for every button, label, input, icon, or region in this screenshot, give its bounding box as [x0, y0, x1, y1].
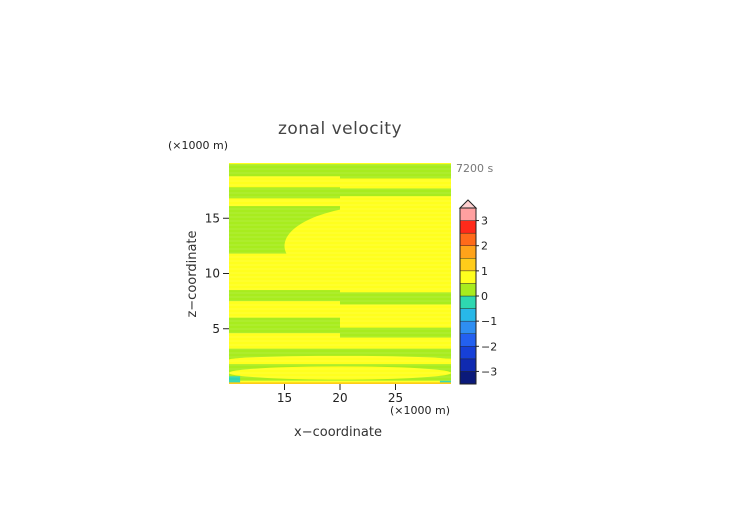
- x-tick-label: 15: [277, 391, 292, 405]
- colorbar-swatch: [459, 220, 477, 234]
- time-label: 7200 s: [456, 162, 493, 175]
- contour-band: [229, 382, 451, 384]
- x-axis-ticks: 15 20 25: [277, 384, 403, 405]
- colorbar: 3 2 1 0 −1 −2 −3: [458, 199, 497, 385]
- contour-band: [229, 290, 340, 302]
- colorbar-swatch: [459, 295, 477, 309]
- x-axis-label: x−coordinate: [294, 425, 382, 440]
- y-axis-label: z−coordinate: [185, 230, 200, 317]
- y-tick-label: 10: [205, 267, 220, 281]
- colorbar-tick-label: −2: [481, 340, 497, 353]
- contour-lens: [284, 203, 451, 288]
- contour-band: [340, 188, 451, 197]
- colorbar-extend-arrow: [458, 199, 478, 209]
- colorbar-tick-label: −1: [481, 315, 497, 328]
- contour-band: [340, 327, 451, 338]
- colorbar-swatch: [459, 358, 477, 372]
- contour-band: [229, 348, 340, 360]
- contour-lens: [229, 355, 451, 364]
- contour-band: [340, 164, 451, 179]
- colorbar-tick-label: 2: [481, 240, 488, 253]
- contour-band: [229, 164, 340, 177]
- colorbar-swatch: [459, 245, 477, 259]
- colorbar-swatch: [459, 283, 477, 297]
- colorbar-swatch: [459, 320, 477, 334]
- colorbar-tick-label: 0: [481, 290, 488, 303]
- colorbar-swatch: [459, 258, 477, 272]
- y-axis-unit: (×1000 m): [168, 139, 228, 152]
- contour-lens: [229, 366, 451, 380]
- colorbar-swatch: [459, 232, 477, 246]
- colorbar-swatch: [459, 308, 477, 322]
- contour-band: [229, 187, 340, 199]
- colorbar-tick-label: 3: [481, 215, 488, 228]
- x-tick-label: 25: [388, 391, 403, 405]
- colorbar-tick-label: 1: [481, 265, 488, 278]
- colorbar-swatch: [459, 270, 477, 284]
- x-tick-label: 20: [332, 391, 347, 405]
- chart-title: zonal velocity: [278, 119, 402, 139]
- y-tick-label: 15: [205, 211, 220, 225]
- x-axis-unit: (×1000 m): [390, 404, 450, 417]
- colorbar-swatch: [459, 333, 477, 347]
- colorbar-tick-label: −3: [481, 365, 497, 378]
- contour-band: [340, 348, 451, 359]
- contour-lens: [295, 255, 385, 267]
- y-tick-label: 5: [212, 322, 220, 336]
- plot-area: [229, 163, 451, 384]
- y-axis-ticks: 5 10 15: [205, 211, 229, 336]
- contour-band: [340, 292, 451, 305]
- colorbar-swatch: [459, 207, 477, 221]
- colorbar-swatch: [459, 371, 477, 385]
- colorbar-swatch: [459, 346, 477, 360]
- contour-band: [229, 376, 241, 384]
- contour-band: [229, 317, 340, 334]
